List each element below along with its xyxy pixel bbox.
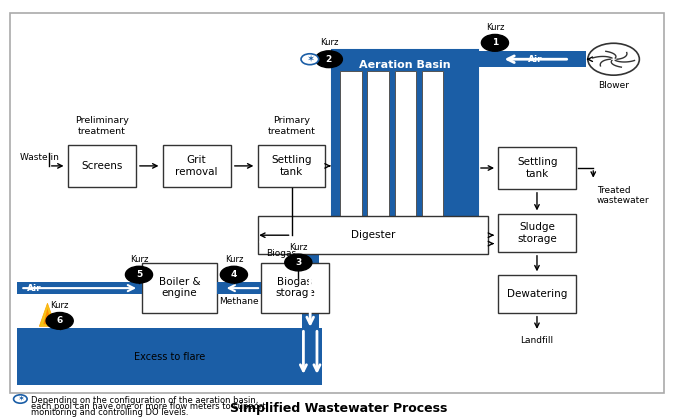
FancyBboxPatch shape: [163, 145, 231, 187]
Text: Blower: Blower: [598, 81, 629, 90]
Text: Settling
tank: Settling tank: [517, 157, 557, 179]
Circle shape: [125, 266, 153, 283]
Text: Kurz: Kurz: [50, 302, 69, 310]
Text: each pool can have one or more flow meters to support: each pool can have one or more flow mete…: [31, 402, 266, 411]
Text: Kurz: Kurz: [289, 243, 308, 252]
FancyBboxPatch shape: [17, 328, 322, 385]
FancyBboxPatch shape: [302, 252, 319, 359]
Text: Kurz: Kurz: [129, 255, 148, 264]
Text: 4: 4: [231, 270, 237, 279]
FancyBboxPatch shape: [498, 214, 576, 252]
FancyBboxPatch shape: [142, 262, 217, 313]
FancyBboxPatch shape: [395, 71, 416, 231]
Text: ✶: ✶: [17, 394, 24, 404]
FancyBboxPatch shape: [498, 275, 576, 313]
FancyBboxPatch shape: [332, 50, 478, 244]
Circle shape: [220, 266, 247, 283]
Text: Air: Air: [27, 284, 42, 293]
Text: Depending on the configuration of the aeration basin,: Depending on the configuration of the ae…: [31, 396, 258, 404]
Text: Excess to flare: Excess to flare: [134, 352, 205, 362]
FancyBboxPatch shape: [258, 216, 488, 254]
Text: Sludge
storage: Sludge storage: [517, 222, 557, 244]
Text: ✶: ✶: [306, 54, 314, 64]
Text: Treated
wastewater: Treated wastewater: [597, 186, 650, 205]
FancyBboxPatch shape: [340, 71, 362, 231]
Text: Preliminary
treatment: Preliminary treatment: [75, 116, 129, 136]
Text: Kurz: Kurz: [485, 24, 504, 32]
Circle shape: [285, 254, 312, 271]
Circle shape: [14, 395, 27, 403]
Circle shape: [481, 34, 508, 51]
FancyBboxPatch shape: [302, 238, 444, 246]
Text: Grit
removal: Grit removal: [176, 155, 218, 177]
Text: Boiler &
engine: Boiler & engine: [159, 277, 201, 299]
Text: Waste in: Waste in: [20, 153, 59, 162]
Text: Methane: Methane: [219, 297, 259, 306]
Text: 6: 6: [56, 316, 63, 326]
Text: Simplified Wastewater Process: Simplified Wastewater Process: [231, 402, 447, 415]
Text: Settling
tank: Settling tank: [271, 155, 312, 177]
Text: Primary
treatment: Primary treatment: [268, 116, 315, 136]
Circle shape: [46, 312, 73, 329]
Text: Screens: Screens: [81, 161, 123, 171]
FancyBboxPatch shape: [217, 282, 261, 294]
Text: Air: Air: [528, 55, 543, 64]
Text: Landfill: Landfill: [521, 336, 553, 345]
Text: Kurz: Kurz: [224, 255, 243, 264]
Text: Biogas
storage: Biogas storage: [275, 277, 315, 299]
Text: 5: 5: [136, 270, 142, 279]
FancyBboxPatch shape: [478, 51, 586, 67]
Polygon shape: [43, 308, 52, 324]
Text: monitoring and controlling DO levels.: monitoring and controlling DO levels.: [31, 408, 188, 417]
Text: 1: 1: [492, 38, 498, 47]
Circle shape: [315, 51, 342, 68]
Text: Dewatering: Dewatering: [507, 289, 567, 299]
FancyBboxPatch shape: [17, 282, 142, 294]
FancyBboxPatch shape: [10, 13, 664, 393]
FancyBboxPatch shape: [258, 145, 325, 187]
Circle shape: [588, 43, 639, 75]
FancyBboxPatch shape: [498, 147, 576, 189]
FancyBboxPatch shape: [422, 71, 443, 231]
FancyBboxPatch shape: [367, 71, 389, 231]
FancyBboxPatch shape: [261, 262, 329, 313]
Circle shape: [301, 54, 319, 65]
Text: Aeration Basin: Aeration Basin: [359, 60, 451, 70]
Text: 3: 3: [295, 258, 302, 267]
Polygon shape: [39, 303, 56, 326]
FancyBboxPatch shape: [68, 145, 136, 187]
Text: 2: 2: [325, 55, 332, 64]
Text: Biogas: Biogas: [266, 249, 296, 258]
Text: Kurz: Kurz: [319, 39, 338, 47]
Text: Digester: Digester: [351, 230, 395, 240]
